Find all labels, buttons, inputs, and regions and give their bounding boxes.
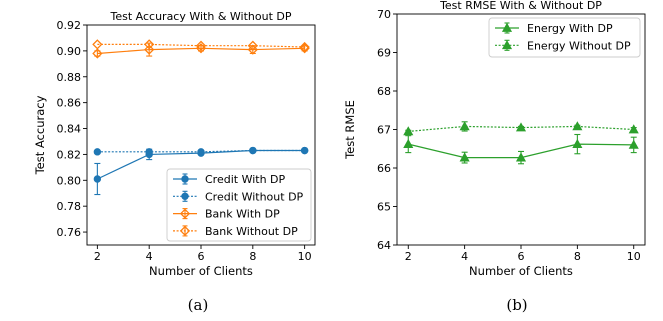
y-tick-label: 69	[377, 47, 391, 60]
data-point	[403, 138, 414, 148]
data-point	[403, 126, 414, 136]
data-point	[515, 122, 527, 132]
legend-marker	[181, 192, 189, 201]
series-bank-without-dp	[92, 39, 310, 53]
chart-title: Test Accuracy With & Without DP	[109, 10, 291, 23]
x-tick-label: 4	[461, 250, 468, 263]
x-axis-label: Number of Clients	[149, 264, 253, 278]
y-tick-label: 67	[377, 124, 391, 137]
legend-entry-bank-with-dp: Bank With DP	[173, 208, 280, 221]
data-point	[92, 39, 103, 50]
x-tick-label: 6	[518, 250, 525, 263]
y-tick-label: 65	[377, 201, 391, 214]
legend-marker	[501, 22, 513, 32]
x-tick-label: 8	[249, 250, 256, 263]
data-point	[247, 40, 258, 51]
data-point	[195, 40, 207, 51]
y-tick-label: 66	[377, 162, 391, 175]
legend-entry-bank-without-dp: Bank Without DP	[173, 225, 298, 238]
data-point	[628, 139, 639, 149]
legend: Credit With DP Credit Without DP Bank With…	[166, 168, 312, 242]
legend-entry-credit-without-dp: Credit Without DP	[173, 190, 304, 203]
data-point	[515, 152, 527, 162]
data-point	[93, 148, 102, 156]
x-tick-label: 8	[574, 250, 581, 263]
y-tick-label: 0.86	[57, 97, 82, 110]
legend-marker	[179, 208, 191, 219]
caption-b: (b)	[506, 296, 527, 314]
x-tick-label: 10	[298, 250, 312, 263]
series-energy-with-dp	[403, 133, 639, 165]
y-tick-label: 64	[377, 239, 391, 252]
y-tick-label: 0.80	[57, 174, 82, 187]
y-tick-label: 0.90	[57, 45, 82, 58]
legend-label: Energy Without DP	[527, 39, 631, 52]
legend-marker	[179, 225, 191, 237]
legend-marker	[501, 40, 513, 50]
legend-label: Energy With DP	[527, 22, 613, 35]
data-point	[249, 146, 257, 155]
data-point	[145, 148, 153, 156]
legend-entry-energy-with-dp: Energy With DP	[495, 22, 613, 35]
y-tick-label: 0.88	[57, 71, 82, 84]
data-point	[92, 48, 103, 59]
data-point	[299, 43, 310, 54]
caption-a: (a)	[188, 296, 209, 314]
y-tick-label: 0.78	[57, 200, 82, 213]
data-point	[93, 175, 102, 183]
data-point	[247, 44, 258, 55]
series-energy-without-dp	[403, 121, 639, 136]
x-tick-label: 10	[627, 250, 641, 263]
x-axis-label: Number of Clients	[469, 264, 573, 278]
y-tick-label: 68	[377, 85, 391, 98]
y-axis-label: Test Accuracy	[33, 95, 47, 175]
legend-label: Credit Without DP	[205, 190, 304, 203]
data-point	[572, 138, 583, 148]
data-point	[144, 39, 155, 50]
y-tick-label: 0.82	[57, 148, 82, 161]
data-point	[459, 121, 470, 131]
chart-panel-test-rmse: Test RMSE With & Without DP2 4 6 8 106465666…	[343, 0, 646, 278]
x-tick-label: 6	[198, 250, 205, 263]
x-tick-label: 2	[94, 250, 101, 263]
legend-entry-energy-without-dp: Energy Without DP	[495, 39, 631, 52]
data-point	[144, 44, 155, 55]
legend-box	[488, 17, 641, 58]
data-point	[197, 148, 205, 156]
y-tick-label: 0.76	[57, 226, 82, 239]
y-tick-label: 0.84	[57, 123, 82, 136]
legend-label: Bank Without DP	[205, 225, 298, 238]
data-point	[459, 152, 470, 162]
data-point	[628, 124, 639, 134]
legend: Energy With DP Energy Without DP	[488, 17, 641, 58]
legend-marker	[181, 175, 189, 183]
x-tick-label: 2	[405, 250, 412, 263]
legend-entry-credit-with-dp: Credit With DP	[173, 173, 286, 186]
y-tick-label: 70	[377, 8, 391, 21]
legend-label: Credit With DP	[205, 173, 286, 186]
chart-panel-test-accuracy: Test Accuracy With & Without DP 2 4 6 8 10 0.7…	[33, 10, 316, 278]
data-point	[300, 146, 309, 155]
legend-box	[166, 168, 312, 242]
series-credit-without-dp	[93, 146, 309, 156]
data-point	[572, 121, 583, 131]
data-point	[299, 41, 310, 53]
x-tick-label: 4	[146, 250, 153, 263]
y-axis-label: Test RMSE	[343, 100, 357, 160]
legend-label: Bank With DP	[205, 208, 280, 221]
chart-title: Test RMSE With & Without DP	[439, 0, 602, 12]
y-tick-label: 0.92	[57, 19, 82, 32]
